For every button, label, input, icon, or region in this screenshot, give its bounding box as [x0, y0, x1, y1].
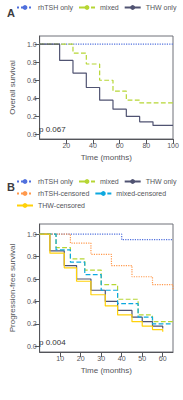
- svg-text:B: B: [7, 181, 15, 193]
- svg-text:THW only: THW only: [146, 4, 177, 12]
- svg-text:mixed: mixed: [100, 178, 119, 185]
- svg-text:80: 80: [142, 142, 150, 149]
- svg-text:0.4: 0.4: [27, 95, 37, 102]
- svg-text:20: 20: [77, 355, 85, 362]
- svg-text:Progression-free survival: Progression-free survival: [8, 244, 17, 333]
- svg-text:30: 30: [97, 355, 105, 362]
- svg-text:1.0: 1.0: [27, 41, 37, 48]
- svg-text:50: 50: [138, 355, 146, 362]
- svg-text:p 0.004: p 0.004: [39, 338, 66, 347]
- svg-text:0.4: 0.4: [27, 298, 37, 305]
- svg-text:40: 40: [89, 142, 97, 149]
- svg-text:1.0: 1.0: [27, 231, 37, 238]
- svg-text:100: 100: [167, 142, 179, 149]
- svg-text:0.8: 0.8: [27, 253, 37, 260]
- svg-text:rhTSH-censored: rhTSH-censored: [38, 190, 89, 197]
- svg-text:0.2: 0.2: [27, 320, 37, 327]
- svg-text:rhTSH only: rhTSH only: [38, 4, 74, 12]
- svg-text:mixed-censored: mixed-censored: [116, 190, 166, 197]
- svg-text:0.2: 0.2: [27, 113, 37, 120]
- svg-text:40: 40: [118, 355, 126, 362]
- svg-text:60: 60: [116, 142, 124, 149]
- svg-text:rhTSH only: rhTSH only: [38, 178, 74, 186]
- svg-text:20: 20: [62, 142, 70, 149]
- svg-text:0.0: 0.0: [27, 131, 37, 138]
- svg-text:60: 60: [159, 355, 167, 362]
- svg-text:p 0.067: p 0.067: [39, 125, 66, 134]
- svg-text:0.6: 0.6: [27, 77, 37, 84]
- svg-text:THW only: THW only: [146, 178, 177, 186]
- svg-text:A: A: [7, 7, 15, 19]
- svg-text:0.0: 0.0: [27, 343, 37, 350]
- svg-text:0.8: 0.8: [27, 59, 37, 66]
- svg-text:Time (months): Time (months): [81, 153, 133, 162]
- svg-text:Overall survival: Overall survival: [8, 60, 17, 115]
- svg-text:mixed: mixed: [100, 4, 119, 11]
- svg-text:THW-censored: THW-censored: [38, 202, 85, 209]
- svg-text:10: 10: [56, 355, 64, 362]
- svg-text:0.6: 0.6: [27, 276, 37, 283]
- svg-text:Time (months): Time (months): [81, 366, 133, 375]
